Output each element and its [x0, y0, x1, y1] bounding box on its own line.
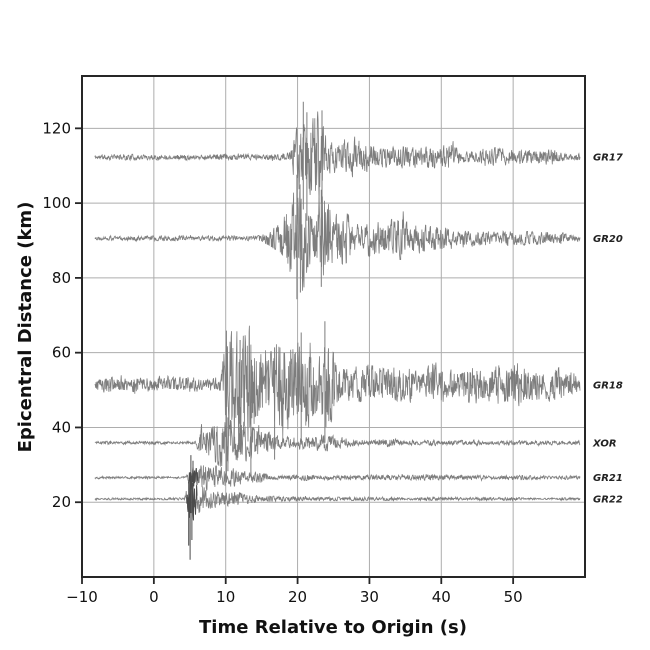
y-tick-label: 40: [52, 418, 71, 436]
x-tick-label: 50: [504, 588, 523, 606]
y-tick-label: 80: [52, 269, 71, 287]
trace-XOR: [94, 419, 581, 467]
x-tick-label: 0: [149, 588, 159, 606]
trace-dark-burst-GR22: [186, 473, 198, 521]
trace-GR22: [94, 473, 581, 521]
plot-border: [81, 75, 586, 578]
trace-GR20: [94, 184, 581, 291]
x-tick-label: 20: [288, 588, 307, 606]
y-tick-label: 120: [42, 119, 71, 137]
station-label-GR18: GR18: [593, 380, 623, 391]
y-tick-label: 100: [42, 194, 71, 212]
trace-spikes-GR17: [302, 101, 323, 221]
y-tick-label: 20: [52, 493, 71, 511]
trace-spikes-GR20: [296, 174, 322, 300]
trace-GR17: [94, 111, 581, 205]
station-label-GR22: GR22: [593, 494, 623, 505]
trace-GR18: [94, 325, 581, 452]
station-label-GR20: GR20: [593, 234, 623, 245]
trace-GR21: [94, 465, 581, 492]
station-label-GR21: GR21: [593, 473, 623, 484]
x-tick-label: −10: [66, 588, 98, 606]
y-tick-label: 60: [52, 344, 71, 362]
x-tick-label: 30: [360, 588, 379, 606]
station-label-GR17: GR17: [593, 153, 623, 164]
plot-area: −10 0 10 20 30 40 50 20 40 60 80 100 120 GR17 GR20 GR18…: [42, 75, 623, 606]
x-axis-title: Time Relative to Origin (s): [199, 617, 467, 638]
y-axis-title: Epicentral Distance (km): [15, 202, 36, 453]
trace-spikes-GR18: [225, 321, 326, 479]
x-tick-label: 40: [432, 588, 451, 606]
station-label-XOR: XOR: [592, 438, 617, 449]
x-tick-label: 10: [216, 588, 235, 606]
